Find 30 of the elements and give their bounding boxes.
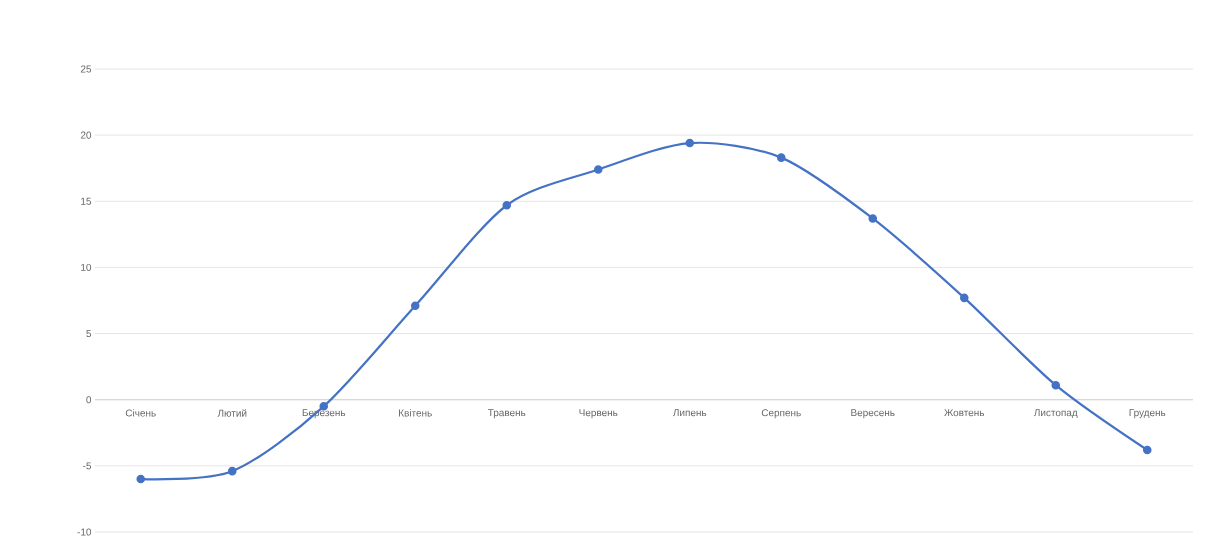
- point: [685, 138, 695, 148]
- x-tick-label: Червень: [579, 409, 618, 419]
- y-tick-label: 10: [81, 263, 92, 271]
- y-tick-label: 25: [80, 65, 92, 73]
- x-tick-label: Січень: [125, 409, 156, 417]
- x-tick-label: Жовтень: [944, 409, 985, 417]
- x-tick-label: Травень: [487, 409, 526, 419]
- x-tick-label: Грудень: [1129, 409, 1166, 419]
- y-tick-label: 0: [86, 396, 92, 404]
- y-tick-label: 15: [81, 197, 92, 205]
- point: [227, 466, 237, 476]
- point: [1142, 445, 1152, 455]
- x-tick-label: Листопад: [1033, 409, 1078, 419]
- x-tick-label: Серпень: [761, 409, 801, 419]
- x-tick-label: Квітень: [399, 409, 432, 417]
- y-tick-label: -10: [77, 528, 92, 536]
- x-tick-label: Лютий: [217, 409, 247, 417]
- point: [776, 153, 786, 162]
- y-tick-label: -5: [83, 462, 92, 470]
- x-tick-label: Липень: [672, 409, 707, 417]
- point: [868, 214, 878, 223]
- point: [136, 474, 146, 484]
- y-tick-label: 5: [86, 330, 92, 338]
- x-tick-label: Вересень: [851, 409, 895, 419]
- y-tick-label: 20: [80, 131, 92, 139]
- point: [593, 165, 603, 174]
- point: [959, 293, 969, 303]
- point: [502, 200, 512, 210]
- point: [1051, 380, 1061, 390]
- point: [410, 301, 420, 311]
